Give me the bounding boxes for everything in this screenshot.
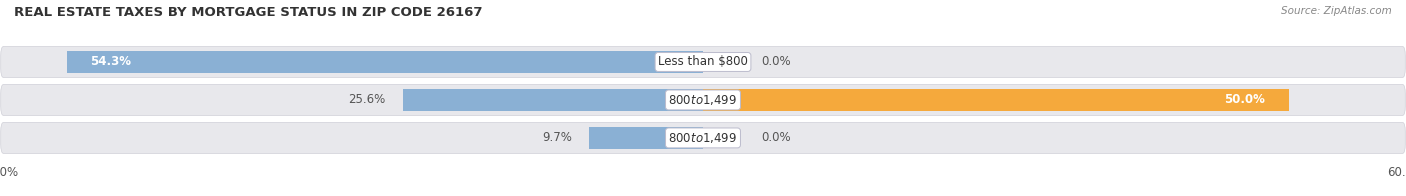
Bar	[703, 89, 1289, 111]
Bar	[404, 89, 703, 111]
Text: $800 to $1,499: $800 to $1,499	[668, 93, 738, 107]
Text: 54.3%: 54.3%	[90, 55, 131, 68]
FancyBboxPatch shape	[0, 46, 1406, 78]
Text: 25.6%: 25.6%	[349, 93, 385, 106]
Text: 0.0%: 0.0%	[762, 55, 792, 68]
Text: Source: ZipAtlas.com: Source: ZipAtlas.com	[1281, 6, 1392, 16]
FancyBboxPatch shape	[0, 84, 1406, 115]
Bar	[67, 51, 703, 73]
Text: 9.7%: 9.7%	[541, 132, 572, 144]
Bar	[589, 127, 703, 149]
Text: 50.0%: 50.0%	[1225, 93, 1265, 106]
FancyBboxPatch shape	[0, 122, 1406, 153]
Text: $800 to $1,499: $800 to $1,499	[668, 131, 738, 145]
Text: Less than $800: Less than $800	[658, 55, 748, 68]
Text: REAL ESTATE TAXES BY MORTGAGE STATUS IN ZIP CODE 26167: REAL ESTATE TAXES BY MORTGAGE STATUS IN …	[14, 6, 482, 19]
Text: 0.0%: 0.0%	[762, 132, 792, 144]
